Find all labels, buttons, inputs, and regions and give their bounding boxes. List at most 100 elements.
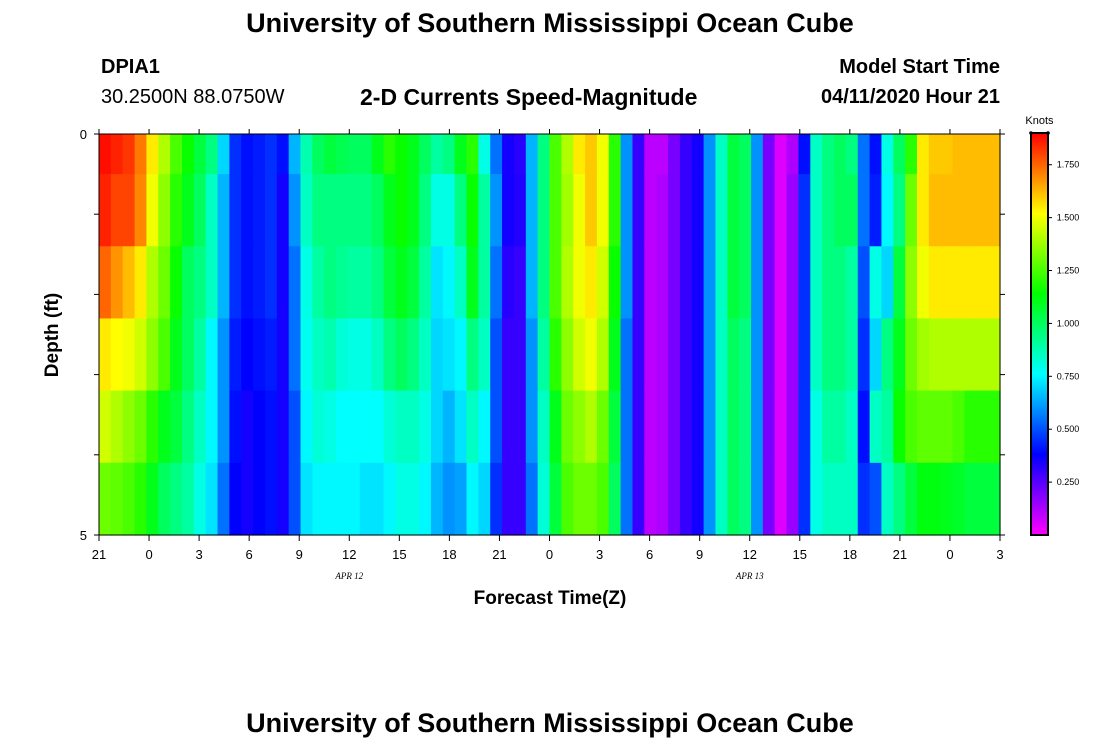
heatmap-cell — [774, 318, 788, 392]
heatmap-cell — [241, 318, 254, 392]
heatmap-cell — [905, 246, 918, 320]
heatmap-cell — [146, 246, 159, 320]
colorbar-unit-label: Knots — [1025, 115, 1054, 127]
heatmap-cell — [940, 134, 954, 175]
heatmap-cell — [324, 390, 337, 464]
x-tick-label: 9 — [696, 547, 703, 562]
heatmap-cell — [502, 246, 515, 320]
heatmap-cell — [691, 246, 705, 320]
heatmap-cell — [798, 134, 811, 175]
colorbar-tick-label: 1.500 — [1057, 213, 1080, 223]
heatmap-cell — [928, 390, 942, 464]
heatmap-cell — [774, 462, 788, 536]
heatmap-cell — [893, 246, 906, 320]
heatmap-cell — [632, 462, 645, 536]
x-date-label: APR 12 — [334, 571, 363, 581]
heatmap-cell — [253, 462, 266, 536]
heatmap-cell — [964, 462, 977, 536]
heatmap-cell — [288, 174, 302, 247]
heatmap-cell — [300, 390, 313, 464]
heatmap-cell — [276, 246, 290, 320]
heatmap-cell — [99, 318, 112, 392]
heatmap-cell — [430, 134, 444, 175]
heatmap-cell — [976, 134, 989, 175]
page-title: University of Southern Mississippi Ocean… — [246, 8, 854, 38]
heatmap-cell — [430, 318, 444, 392]
heatmap-cell — [502, 318, 515, 392]
heatmap-cell — [762, 318, 776, 392]
heatmap-cell — [988, 462, 1001, 536]
heatmap-cell — [288, 246, 302, 320]
heatmap-cell — [881, 246, 894, 320]
heatmap-cell — [300, 318, 313, 392]
heatmap-cell — [822, 462, 835, 536]
heatmap-cell — [549, 318, 562, 392]
heatmap-cell — [347, 462, 361, 536]
y-axis-label: Depth (ft) — [42, 293, 63, 377]
heatmap-cell — [158, 174, 171, 247]
x-tick-label: 21 — [92, 547, 106, 562]
heatmap-cell — [537, 318, 551, 392]
heatmap-cell — [822, 174, 835, 247]
heatmap-cell — [158, 390, 171, 464]
heatmap-cell — [727, 134, 740, 175]
heatmap-cell — [549, 134, 562, 175]
heatmap-cell — [442, 134, 456, 175]
heatmap-cell — [359, 174, 373, 247]
heatmap-cell — [869, 134, 883, 175]
heatmap-cell — [525, 246, 539, 320]
x-tick-label: 0 — [946, 547, 953, 562]
heatmap-cell — [751, 462, 764, 536]
heatmap-cell — [881, 462, 894, 536]
heatmap-cell — [620, 318, 634, 392]
heatmap-cell — [691, 134, 705, 175]
heatmap-cell — [608, 134, 622, 175]
heatmap-cell — [110, 134, 124, 175]
heatmap-cell — [822, 246, 835, 320]
heatmap-cell — [869, 318, 883, 392]
heatmap-cell — [822, 390, 835, 464]
heatmap-cell — [407, 318, 420, 392]
heatmap-cell — [537, 390, 551, 464]
heatmap-cell — [312, 246, 325, 320]
heatmap-cell — [596, 462, 610, 536]
heatmap-cell — [336, 174, 349, 247]
heatmap-cell — [751, 390, 764, 464]
heatmap-cell — [122, 174, 136, 247]
station-id: DPIA1 — [101, 56, 160, 78]
heatmap-cell — [383, 174, 396, 247]
heatmap-cell — [644, 174, 657, 247]
heatmap-cell — [347, 390, 361, 464]
heatmap-cell — [798, 246, 811, 320]
colorbar-tick-label: 1.250 — [1057, 266, 1080, 276]
heatmap-cell — [229, 134, 242, 175]
heatmap-cell — [608, 174, 622, 247]
heatmap-cell — [383, 390, 396, 464]
heatmap-cell — [608, 246, 622, 320]
heatmap-cell — [513, 318, 527, 392]
heatmap-cell — [158, 134, 171, 175]
heatmap-cell — [336, 390, 349, 464]
heatmap-cell — [596, 390, 610, 464]
heatmap-cell — [573, 174, 586, 247]
heatmap-cell — [170, 134, 183, 175]
heatmap-cell — [170, 318, 183, 392]
heatmap-cell — [940, 318, 954, 392]
colorbar-corner — [1029, 131, 1033, 135]
heatmap-cell — [715, 246, 728, 320]
heatmap-cell — [371, 462, 385, 536]
heatmap-cell — [549, 174, 562, 247]
heatmap-cell — [205, 174, 219, 247]
heatmap-cell — [229, 318, 242, 392]
heatmap-cell — [703, 318, 717, 392]
heatmap-cell — [940, 174, 954, 247]
heatmap-cell — [217, 174, 231, 247]
heatmap-cell — [905, 390, 918, 464]
heatmap-cell — [585, 134, 598, 175]
heatmap-cell — [537, 246, 551, 320]
heatmap-cell — [146, 318, 159, 392]
heatmap-cell — [715, 390, 728, 464]
heatmap-cell — [264, 390, 278, 464]
heatmap-cell — [679, 174, 693, 247]
heatmap-cell — [264, 462, 278, 536]
